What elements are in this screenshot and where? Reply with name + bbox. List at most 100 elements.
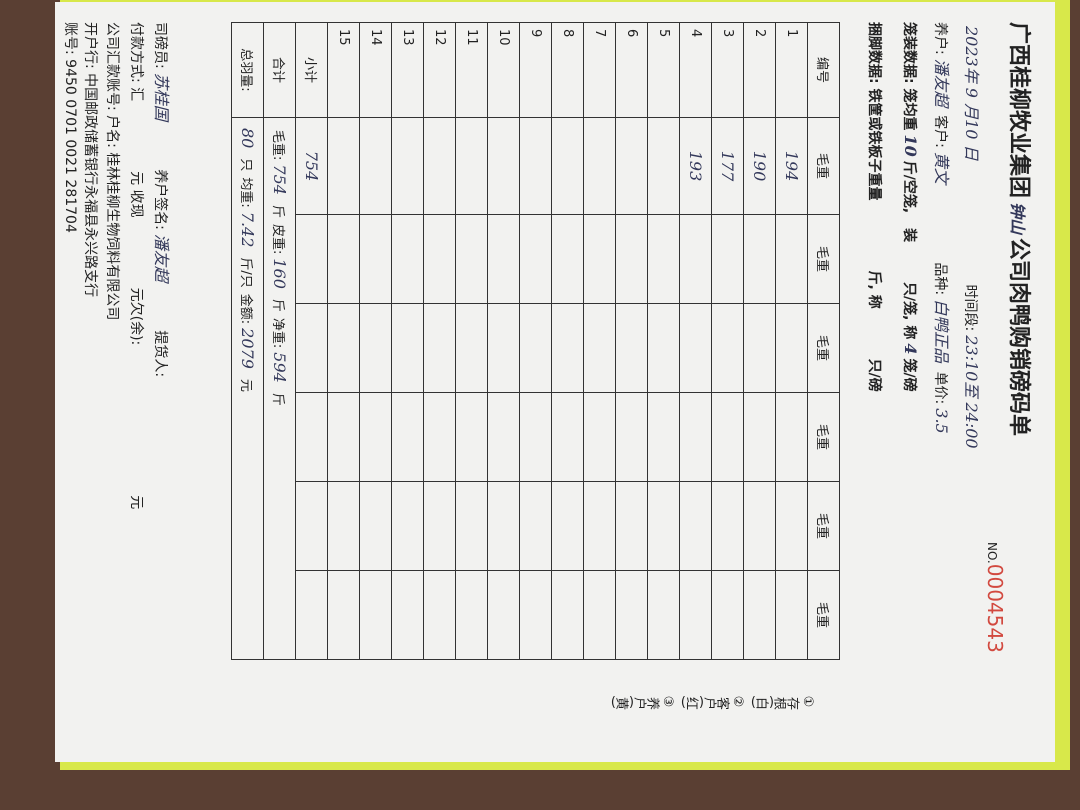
tare-unit: 斤 [270,298,285,312]
row-number: 14 [359,22,392,118]
data-row: 14 [359,22,392,660]
empty-cell [711,481,744,571]
empty-cell [551,303,584,393]
gross-cell [487,117,520,215]
empty-cell [359,392,392,482]
copies: ①存根(白) ②客户(红) ③养户(黄) [605,692,815,752]
tare: 160 [270,258,289,289]
subtotal-row: 小计 754 [295,22,328,660]
empty-cell [487,214,520,304]
bank: 中国邮政储蓄银行永福县永兴路支行 [82,73,98,298]
pay-unit: 元 [128,171,144,186]
empty-cell [647,570,680,660]
gross: 754 [270,164,289,195]
empty-cell [455,481,488,571]
gross-cell [615,117,648,215]
empty-cell [583,392,616,482]
account-line: 公司汇款账号: 户名: 桂林桂柳生物饲料有限公司 [103,22,123,320]
acct-no-label: 账号: [62,22,78,55]
customer-label: 客户: [932,115,948,148]
empty-cell [775,392,808,482]
empty-cell [391,481,424,571]
farmer-sign: 潘友超 [152,233,171,282]
data-row: 1 194 [775,22,808,660]
empty-cell [647,481,680,571]
serial: NO.0004543 [983,542,1007,653]
pay-label: 付款方式: 汇 [128,22,144,102]
cash-unit: 元欠(余): [128,287,144,346]
amount-label: 金额: [238,293,253,325]
empty-cell [583,214,616,304]
totals: 合计 毛重:754斤皮重:160斤净重:594斤 [263,22,296,660]
amount-unit: 元 [238,378,253,392]
empty-cell [359,303,392,393]
empty-cell [295,570,328,660]
bank-label: 开户行: [82,22,98,69]
gross-cell: 193 [679,117,712,215]
copy-label: ③养户(黄) [610,694,675,709]
empty-cell [359,570,392,660]
empty-cell [487,570,520,660]
account-label: 公司汇款账号: 户名: [104,22,120,148]
row-number: 7 [583,22,616,118]
data-row: 15 [327,22,360,660]
empty-cell [615,570,648,660]
amount: 2079 [238,328,257,369]
empty-cell [743,214,776,304]
empty-cell [551,570,584,660]
tare-label: 皮重: [270,223,285,255]
empty-cell [455,303,488,393]
title: 广西桂柳牧业集团钟山公司肉鸭购销磅码单 [1005,22,1037,436]
empty-cell [711,303,744,393]
empty-cell [743,481,776,571]
branch: 钟山 [1008,202,1027,235]
empty-cell [295,481,328,571]
empty-cell [711,392,744,482]
header-cell: 毛重 [807,117,840,215]
count: 80 [238,128,257,149]
empty-cell [583,481,616,571]
empty-cell [423,570,456,660]
count-label: 总羽量: [231,22,264,118]
empty-cell [327,570,360,660]
title-suffix: 公司肉鸭购销磅码单 [1006,238,1031,437]
net-label: 净重: [270,317,285,349]
bank-line: 开户行: 中国邮政储蓄银行永福县永兴路支行 [81,22,101,297]
tie-unit: 斤, [866,270,882,290]
empty-cell [327,392,360,482]
gross-cell [359,117,392,215]
empty-cell [423,392,456,482]
owe-unit: 元 [128,495,144,510]
gross-label: 毛重: [270,130,285,161]
cash-label: 收现 [128,189,144,218]
subtotal: 754 [295,117,328,215]
farmer-sign-label: 养户签名: [152,169,168,230]
empty-cell [615,481,648,571]
empty-cell [295,303,328,393]
row-number: 3 [711,22,744,118]
gross-cell [551,117,584,215]
row-number: 11 [455,22,488,118]
net: 594 [270,352,289,383]
empty-cell [295,392,328,482]
empty-cell [551,481,584,571]
weigher: 苏桂国 [152,72,171,121]
copy-label: ①存根(白) [750,694,815,709]
empty-cell [423,214,456,304]
data-row: 3 177 [711,22,744,660]
row-number: 8 [551,22,584,118]
empty-cell [487,481,520,571]
data-row: 5 [647,22,680,660]
farmer-label: 养户: [932,22,948,55]
gross-cell: 177 [711,117,744,215]
row-number: 6 [615,22,648,118]
data-row: 10 [487,22,520,660]
empty-cell [327,303,360,393]
empty-cell [519,303,552,393]
count: 总羽量: 80 只均重: 7.42 斤/只金额: 2079 元 [231,22,264,660]
subtotal-label: 小计 [295,22,328,118]
empty-cell [423,303,456,393]
count-unit: 只 [238,158,253,172]
empty-cell [359,214,392,304]
